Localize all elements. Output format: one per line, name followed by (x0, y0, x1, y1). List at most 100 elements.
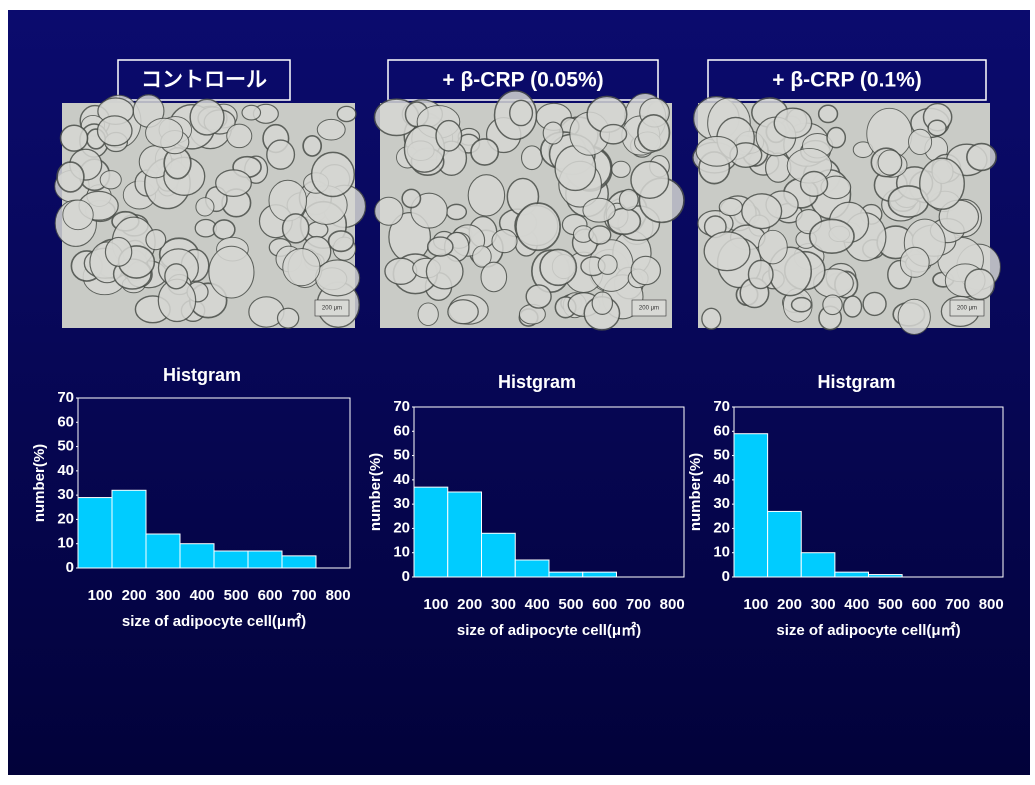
cell (759, 230, 788, 264)
cell (57, 162, 84, 192)
y-tick-label: 10 (713, 544, 730, 561)
x-tick-label: 800 (660, 596, 685, 613)
bar (248, 551, 282, 568)
cell (100, 171, 121, 189)
x-tick-label: 700 (292, 587, 317, 604)
chart-title: Histgram (498, 372, 576, 392)
cell (448, 300, 478, 324)
cell (844, 296, 862, 317)
cell (540, 249, 576, 285)
cell (190, 99, 224, 135)
bar (801, 553, 835, 577)
cell (146, 118, 183, 147)
panel-label: コントロール (141, 69, 267, 92)
bar (768, 511, 802, 577)
bar (180, 544, 214, 568)
cell (385, 258, 417, 284)
scale-label: 200 μm (957, 306, 977, 312)
cell (920, 158, 965, 209)
cell (631, 161, 669, 198)
cell (471, 139, 498, 165)
y-tick-label: 0 (402, 568, 410, 585)
cell (242, 105, 261, 120)
x-tick-label: 500 (558, 596, 583, 613)
cell (823, 295, 842, 315)
cell (468, 175, 504, 216)
x-tick-label: 100 (88, 587, 113, 604)
cell (928, 120, 946, 135)
y-tick-label: 30 (393, 495, 410, 512)
x-tick-label: 500 (224, 587, 249, 604)
cell (213, 220, 234, 239)
cell (209, 246, 254, 298)
bar (835, 572, 869, 577)
cell (60, 125, 87, 151)
cell (522, 146, 543, 170)
cell (526, 285, 551, 308)
cell (827, 127, 845, 147)
cell (428, 237, 453, 256)
y-tick-label: 60 (393, 422, 410, 439)
cell (283, 214, 309, 243)
cell (696, 136, 737, 166)
panel-label: + β-CRP (0.1%) (772, 69, 922, 92)
y-axis-label: number(%) (367, 453, 384, 531)
cell (612, 161, 631, 177)
y-axis-label: number(%) (31, 444, 48, 522)
chart-title: Histgram (817, 372, 895, 392)
scale-label: 200 μm (639, 306, 659, 312)
x-axis-label: size of adipocyte cell(μ㎡) (457, 621, 641, 639)
micrograph: 200 μm (693, 97, 1000, 335)
micrograph: 200 μm (55, 95, 366, 328)
cell (402, 189, 420, 207)
cell (97, 116, 132, 146)
x-axis-label: size of adipocyte cell(μ㎡) (776, 621, 960, 639)
cell (638, 115, 670, 151)
bar (549, 572, 583, 577)
y-tick-label: 50 (57, 438, 74, 455)
cell (316, 260, 360, 296)
chart-title: Histgram (163, 365, 241, 385)
micrograph: 200 μm (374, 91, 684, 330)
cell (592, 292, 612, 314)
bar (482, 533, 516, 577)
y-tick-label: 20 (713, 519, 730, 536)
cell (589, 226, 611, 244)
cell (516, 203, 560, 250)
cell (227, 124, 252, 148)
cell (283, 249, 320, 286)
x-tick-label: 600 (258, 587, 283, 604)
cell (774, 108, 811, 138)
cell (819, 105, 838, 122)
y-tick-label: 30 (713, 495, 730, 512)
x-tick-label: 300 (811, 596, 836, 613)
x-tick-label: 700 (945, 596, 970, 613)
cell (329, 231, 354, 251)
bar (734, 434, 768, 577)
cell (631, 256, 660, 284)
bar (515, 560, 549, 577)
cell (719, 198, 742, 215)
x-tick-label: 300 (156, 587, 181, 604)
cell (375, 197, 403, 225)
cell (965, 269, 995, 299)
x-tick-label: 100 (423, 596, 448, 613)
x-tick-label: 200 (457, 596, 482, 613)
slide: コントロール200 μm+ β-CRP (0.05%)200 μm+ β-CRP… (0, 0, 1035, 780)
cell (337, 106, 356, 121)
y-tick-label: 40 (713, 471, 730, 488)
cell (598, 255, 617, 274)
cell (492, 229, 517, 252)
cell (278, 308, 299, 328)
y-tick-label: 10 (57, 535, 74, 552)
y-tick-label: 20 (57, 510, 74, 527)
cell (196, 198, 214, 216)
x-tick-label: 200 (122, 587, 147, 604)
y-tick-label: 10 (393, 544, 410, 561)
cell (317, 119, 345, 140)
cell (436, 121, 462, 151)
x-tick-label: 300 (491, 596, 516, 613)
y-tick-label: 40 (393, 471, 410, 488)
cell (63, 200, 93, 230)
bar (78, 498, 112, 568)
